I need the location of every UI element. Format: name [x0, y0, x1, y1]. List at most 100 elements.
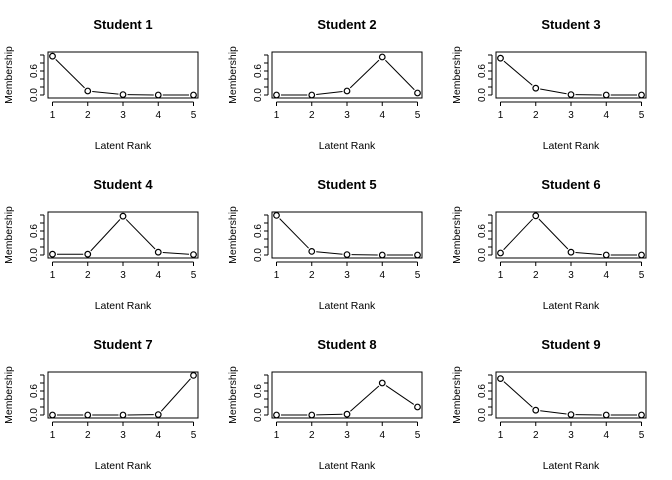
y-tick-label: 0.0	[477, 408, 488, 422]
panel-title: Student 2	[317, 17, 376, 32]
x-tick-label: 4	[603, 110, 609, 121]
plot-frame	[495, 211, 647, 259]
x-tick-label: 1	[274, 110, 280, 121]
x-tick-label: 5	[415, 270, 421, 281]
panel-title: Student 7	[93, 337, 152, 352]
data-point	[378, 53, 386, 61]
x-tick-label: 1	[274, 430, 280, 441]
y-tick-label: 0.6	[253, 64, 264, 78]
plot-frame	[271, 211, 423, 259]
x-tick-label: 4	[603, 270, 609, 281]
y-tick-label: 0.6	[29, 64, 40, 78]
panel-title: Student 3	[541, 17, 600, 32]
data-point	[273, 91, 280, 99]
data-point	[414, 403, 421, 411]
y-axis-title: Membership	[227, 366, 239, 424]
x-axis-title: Latent Rank	[95, 140, 152, 152]
x-tick-label: 2	[85, 270, 91, 281]
x-axis-title: Latent Rank	[95, 300, 152, 312]
data-point	[638, 91, 645, 99]
x-tick-label: 1	[498, 270, 504, 281]
x-axis-title: Latent Rank	[319, 460, 376, 472]
data-point	[532, 406, 540, 414]
plot-frame	[271, 51, 423, 99]
y-tick-label: 0.0	[253, 88, 264, 102]
data-point	[602, 411, 610, 419]
series-line-segment	[316, 413, 343, 416]
x-tick-label: 3	[120, 270, 126, 281]
plot-frame	[47, 211, 199, 259]
x-tick-label: 2	[309, 110, 315, 121]
data-point	[119, 91, 127, 98]
y-axis-title: Membership	[3, 46, 15, 104]
data-point	[273, 211, 280, 219]
series-line-segment	[90, 219, 121, 252]
y-axis-title: Membership	[227, 46, 239, 104]
x-tick-label: 2	[85, 110, 91, 121]
series-line-segment	[316, 251, 343, 255]
plot-frame	[271, 371, 423, 419]
series-line-segment	[349, 59, 380, 89]
x-tick-label: 5	[639, 270, 645, 281]
data-point	[119, 411, 127, 419]
plot-frame	[495, 51, 647, 99]
series-line-segment	[575, 252, 602, 256]
data-point	[497, 54, 504, 62]
data-point	[190, 372, 197, 379]
data-point	[154, 411, 162, 419]
panel-title: Student 9	[541, 337, 600, 352]
series-line-segment	[503, 218, 534, 251]
y-tick-label: 0.6	[253, 224, 264, 238]
x-tick-label: 5	[415, 430, 421, 441]
x-tick-label: 2	[85, 430, 91, 441]
x-tick-label: 3	[344, 430, 350, 441]
x-tick-label: 2	[533, 430, 539, 441]
data-point	[119, 212, 127, 220]
x-tick-label: 4	[155, 110, 161, 121]
y-axis-title: Membership	[3, 206, 15, 264]
y-tick-label: 0.0	[253, 248, 264, 262]
plot-frame	[47, 51, 199, 99]
x-tick-label: 1	[498, 430, 504, 441]
y-tick-label: 0.0	[477, 248, 488, 262]
panel-student-1: Student 1 1 2 3 4 5 0.0 0.6 Latent Rank Membershi…	[3, 17, 199, 152]
series-line-segment	[540, 88, 567, 95]
panel-title: Student 1	[93, 17, 152, 32]
x-tick-label: 1	[50, 430, 56, 441]
panel-title: Student 8	[317, 337, 376, 352]
x-tick-label: 3	[120, 430, 126, 441]
data-point	[414, 251, 421, 259]
series-line-segment	[350, 385, 380, 412]
y-tick-label: 0.0	[29, 248, 40, 262]
data-point	[84, 87, 92, 95]
x-tick-label: 4	[603, 430, 609, 441]
data-point	[567, 91, 575, 98]
y-tick-label: 0.6	[477, 224, 488, 238]
y-tick-label: 0.0	[253, 408, 264, 422]
data-point	[154, 91, 162, 99]
x-tick-label: 5	[191, 110, 197, 121]
panel-student-5: Student 5 1 2 3 4 5 0.0 0.6 Latent Rank Membershi…	[227, 177, 423, 312]
x-axis-title: Latent Rank	[543, 460, 600, 472]
x-axis-title: Latent Rank	[319, 140, 376, 152]
panel-student-9: Student 9 1 2 3 4 5 0.0 0.6 Latent Rank Membershi…	[451, 337, 647, 472]
panel-student-6: Student 6 1 2 3 4 5 0.0 0.6 Latent Rank Membershi…	[451, 177, 647, 312]
series-line-segment	[160, 378, 191, 412]
x-tick-label: 4	[379, 430, 385, 441]
x-tick-label: 2	[309, 430, 315, 441]
data-point	[343, 410, 351, 418]
x-tick-label: 3	[120, 110, 126, 121]
data-point	[273, 411, 280, 419]
x-tick-label: 5	[639, 110, 645, 121]
x-tick-label: 4	[379, 270, 385, 281]
y-axis-title: Membership	[227, 206, 239, 264]
data-point	[378, 251, 386, 259]
x-tick-label: 5	[415, 110, 421, 121]
x-axis-title: Latent Rank	[543, 300, 600, 312]
panel-student-3: Student 3 1 2 3 4 5 0.0 0.6 Latent Rank Membershi…	[451, 17, 647, 152]
series-line-segment	[279, 218, 309, 249]
series-line-segment	[503, 381, 533, 408]
data-point	[190, 91, 197, 99]
